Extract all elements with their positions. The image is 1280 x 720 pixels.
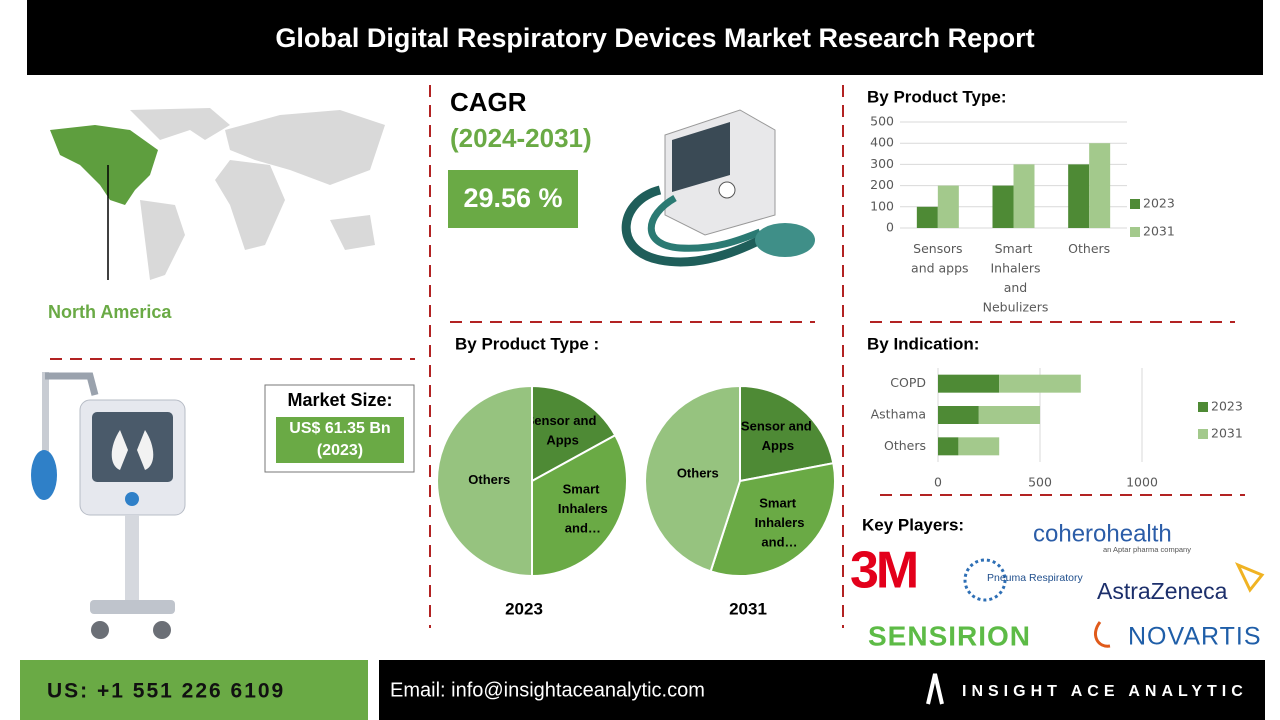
cagr-label: CAGR xyxy=(450,87,527,117)
bar xyxy=(938,437,959,456)
brand-mark xyxy=(926,673,944,705)
logo: NOVARTIS xyxy=(1128,623,1262,651)
logo-tagline: an Aptar pharma company xyxy=(1103,545,1191,554)
legend-swatch xyxy=(1198,429,1208,439)
device-illustration xyxy=(621,109,815,267)
market-size-fill xyxy=(276,417,404,463)
footer-brand: INSIGHT ACE ANALYTIC xyxy=(962,683,1248,700)
legend-swatch xyxy=(1198,402,1208,412)
pie-label: Smart Inhalers and… xyxy=(554,482,607,536)
bar xyxy=(938,374,1000,393)
x-tick-label: 500 xyxy=(1028,475,1052,490)
cagr-period: (2024-2031) xyxy=(450,123,592,153)
y-tick-label: Asthama xyxy=(871,407,926,422)
region-label: North America xyxy=(48,302,172,322)
cagr-value: 29.56 % xyxy=(463,183,562,213)
pie-slice xyxy=(531,384,617,483)
bar xyxy=(916,206,938,228)
pie-slice xyxy=(531,433,628,578)
x-tick-label: Others xyxy=(1068,241,1110,256)
y-tick-label: 100 xyxy=(870,198,894,213)
y-tick-label: 200 xyxy=(870,177,894,192)
chart-title: By Product Type: xyxy=(867,87,1006,106)
cagr-box xyxy=(448,170,578,228)
x-tick-label: Smart Inhalers and Nebulizers xyxy=(979,241,1049,315)
pie-year: 2031 xyxy=(729,599,767,618)
logo: SENSIRION xyxy=(868,620,1031,651)
bar xyxy=(1068,164,1090,228)
market-size-value: US$ 61.35 Bn xyxy=(289,420,390,437)
pie-label: Sensor and Apps xyxy=(741,419,812,454)
y-tick-label: 0 xyxy=(886,220,894,235)
chart-title: By Indication: xyxy=(867,334,979,353)
pie-slice xyxy=(739,384,835,483)
x-tick-label: Sensors and apps xyxy=(907,241,969,276)
logo: 3M xyxy=(850,542,916,600)
bar xyxy=(937,185,959,228)
y-tick-label: 300 xyxy=(870,156,894,171)
footer-email: Email: info@insightaceanalytic.com xyxy=(390,679,705,701)
bar xyxy=(992,185,1014,228)
legend-label: 2031 xyxy=(1211,426,1243,441)
pie-label: Others xyxy=(468,472,510,487)
pie-slice xyxy=(644,384,741,573)
bar xyxy=(958,437,1000,456)
pie-slice xyxy=(436,384,533,578)
bar xyxy=(978,406,1040,424)
footer-phone-bar xyxy=(20,660,368,720)
chart-title: By Product Type : xyxy=(455,334,599,353)
y-tick-label: 400 xyxy=(870,135,894,150)
market-size-label: Market Size: xyxy=(287,390,392,410)
pie-label: Smart Inhalers and… xyxy=(751,496,804,550)
pie-label: Sensor and Apps xyxy=(526,414,597,449)
bar xyxy=(999,374,1081,393)
logo-mark xyxy=(963,558,1007,602)
logo: Pneuma Respiratory xyxy=(987,572,1083,584)
header-bar xyxy=(27,0,1263,75)
legend-swatch xyxy=(1130,199,1140,209)
pie-slice xyxy=(709,462,836,577)
legend-label: 2023 xyxy=(1143,196,1175,211)
bar xyxy=(1089,143,1111,228)
legend-label: 2023 xyxy=(1211,399,1243,414)
logo: AstraZeneca xyxy=(1097,578,1228,604)
y-tick-label: COPD xyxy=(890,375,926,390)
bar xyxy=(1013,164,1035,228)
logo-mark xyxy=(1094,621,1111,648)
legend-label: 2031 xyxy=(1143,224,1175,239)
market-size-year: (2023) xyxy=(317,442,363,459)
logo-mark xyxy=(1234,562,1265,593)
page-title: Global Digital Respiratory Devices Marke… xyxy=(275,23,1034,53)
footer-bar xyxy=(379,660,1265,720)
pie-year: 2023 xyxy=(505,599,543,618)
x-tick-label: 0 xyxy=(934,475,942,490)
world-map xyxy=(50,108,385,280)
pie-label: Others xyxy=(677,466,719,481)
bar xyxy=(938,406,979,424)
ventilator-illustration xyxy=(31,372,186,639)
y-tick-label: Others xyxy=(884,438,926,453)
legend-swatch xyxy=(1130,227,1140,237)
key-players-title: Key Players: xyxy=(862,515,964,534)
x-tick-label: 1000 xyxy=(1126,475,1158,490)
logo: coherohealth xyxy=(1033,520,1172,547)
y-tick-label: 500 xyxy=(870,114,894,129)
footer-phone: US: +1 551 226 6109 xyxy=(47,680,285,703)
